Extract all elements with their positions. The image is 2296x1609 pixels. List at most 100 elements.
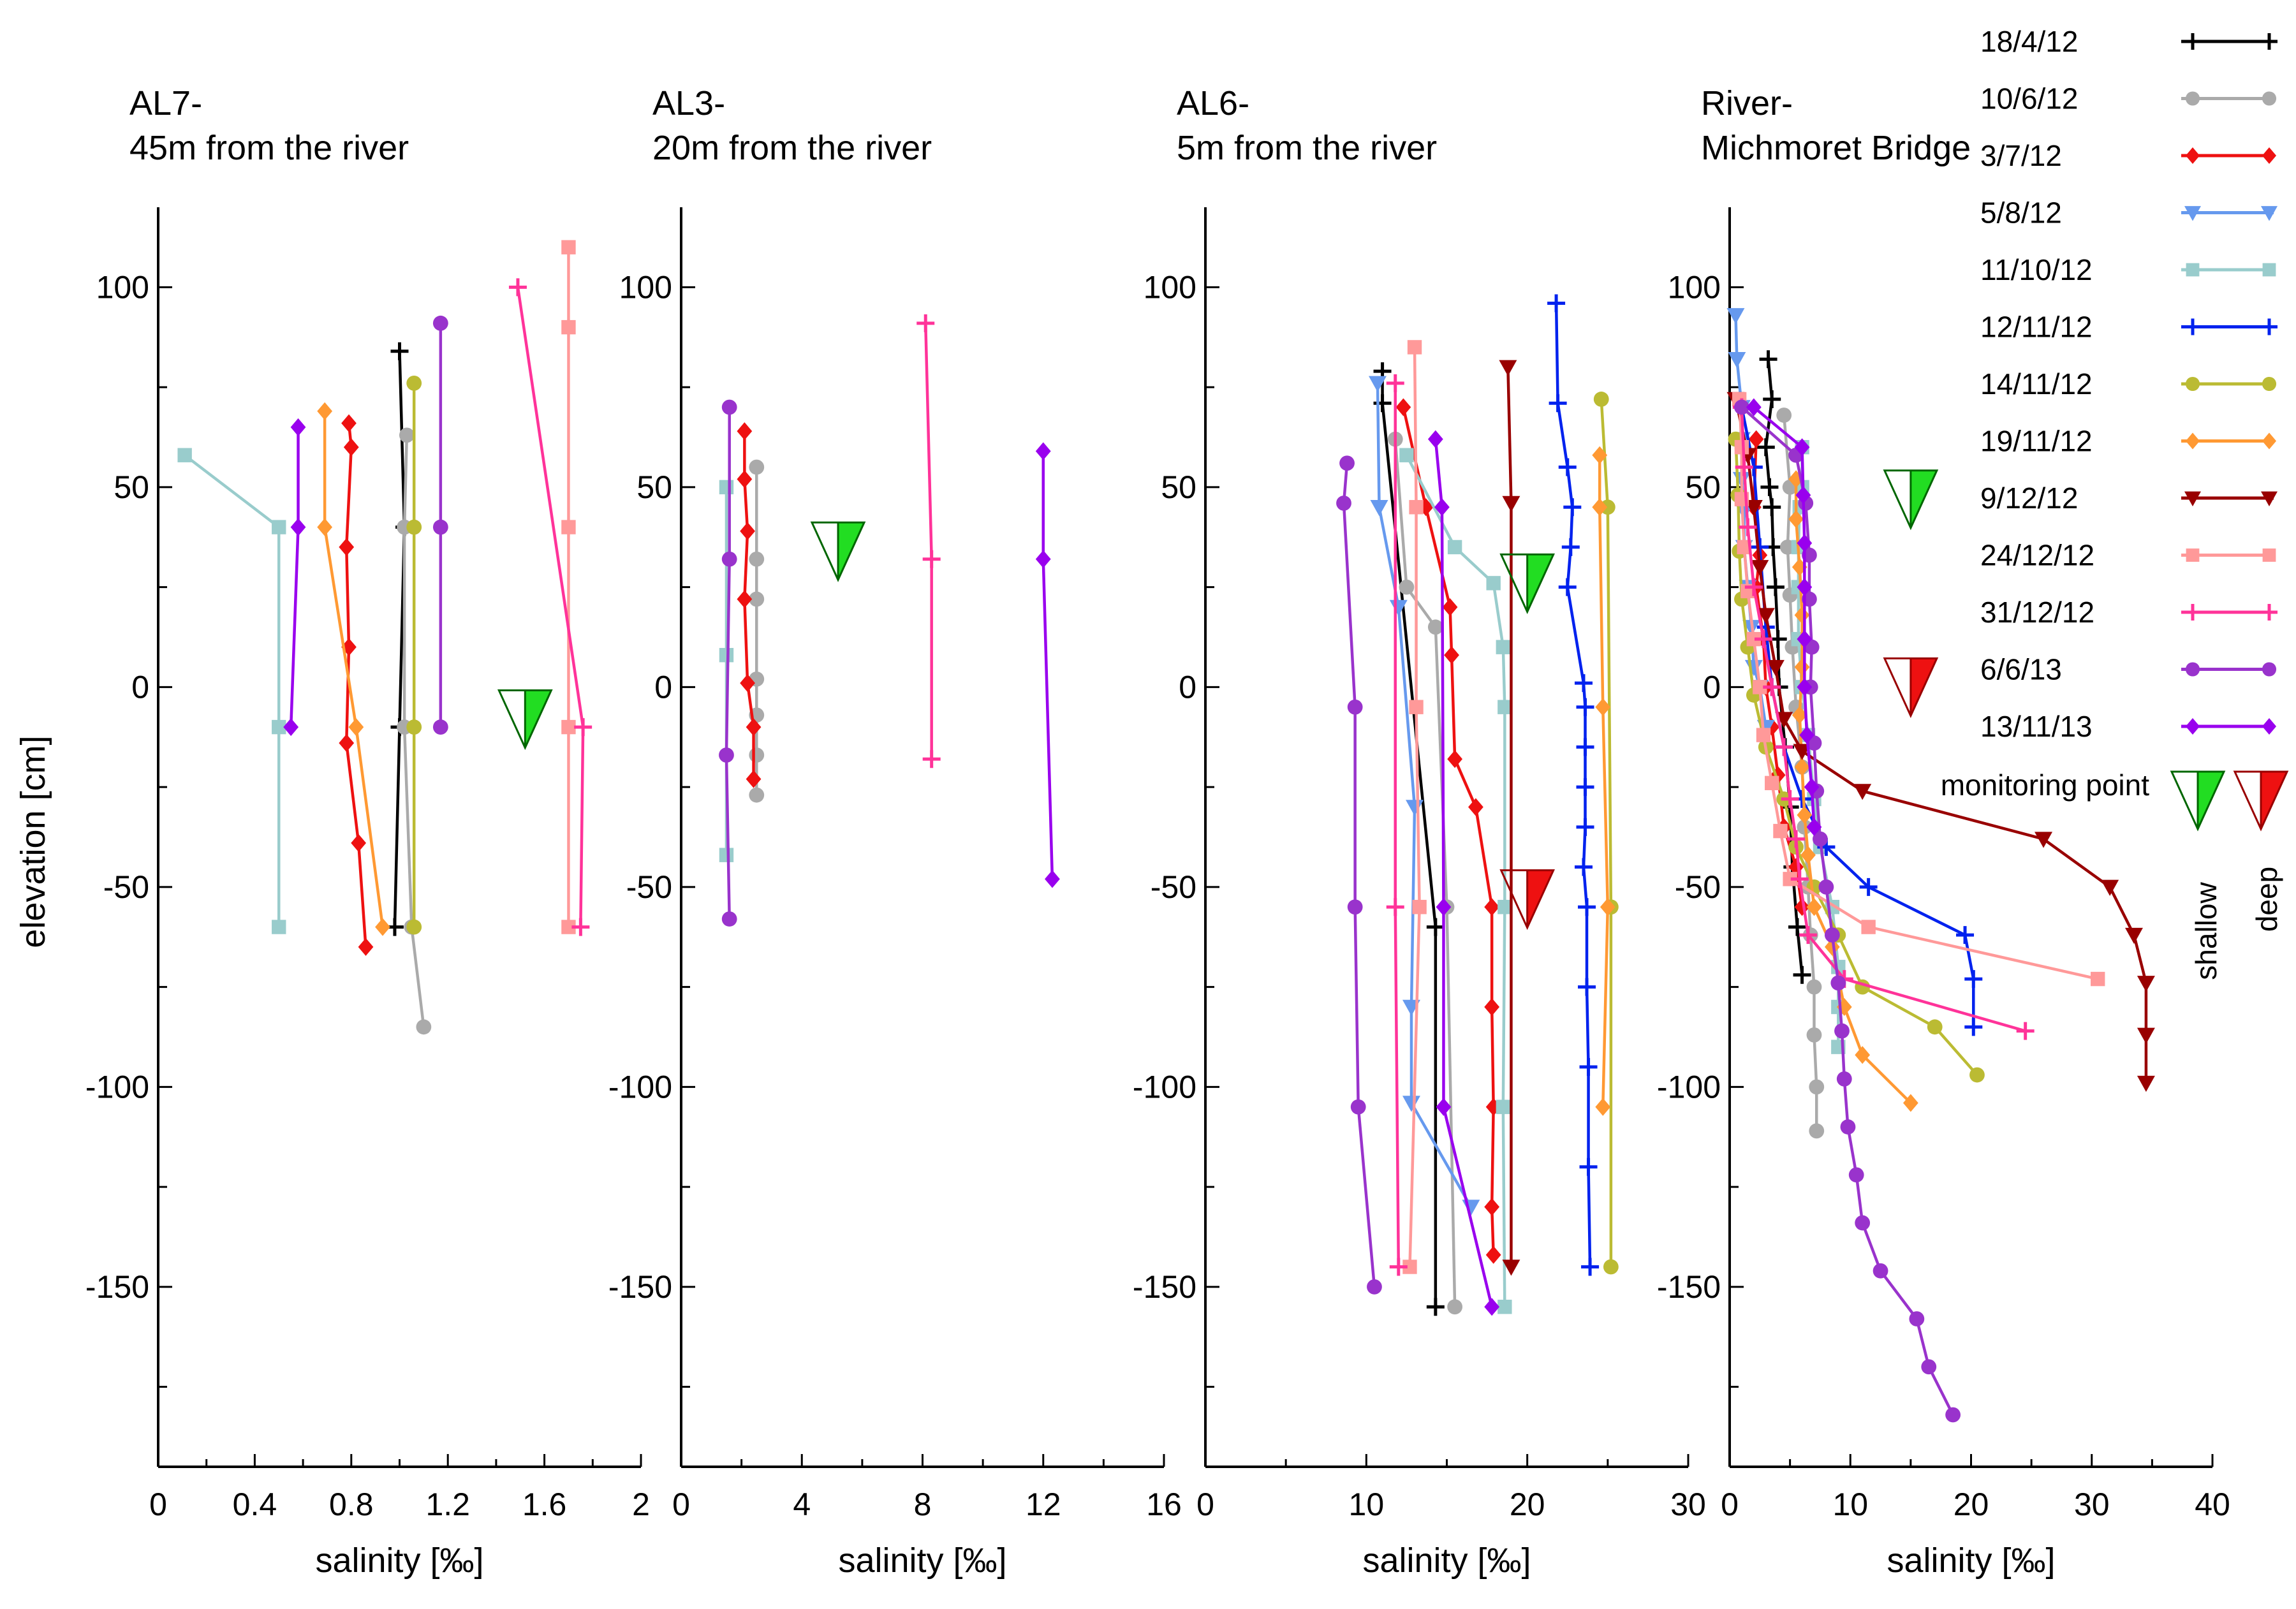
data-point [1806, 898, 1822, 916]
series-11-10-12 [177, 448, 286, 934]
data-point [1496, 640, 1511, 654]
data-point [746, 770, 762, 788]
data-point [1563, 498, 1582, 517]
data-point [571, 918, 590, 936]
data-point [561, 920, 576, 934]
data-point [1427, 430, 1443, 448]
monitoring-shallow-marker-outline [810, 521, 866, 582]
data-point [1792, 558, 1807, 577]
data-point [1775, 738, 1793, 756]
data-point [343, 438, 359, 457]
x-axis-title: salinity [‰] [1887, 1541, 2055, 1580]
data-point [1434, 498, 1450, 517]
data-point [2124, 927, 2143, 944]
data-point [1502, 496, 1520, 512]
data-point [1964, 970, 1983, 988]
data-point [1921, 1359, 1937, 1375]
data-point [1339, 455, 1355, 471]
data-point [399, 427, 415, 443]
legend-marker [2185, 376, 2200, 392]
legend-marker [2261, 604, 2278, 621]
data-point [1399, 448, 1414, 462]
data-point [1734, 439, 1749, 455]
y-tick-label: 50 [1685, 469, 1721, 505]
data-point [1468, 798, 1483, 816]
panel-title-line1: River- [1701, 84, 1793, 122]
monitoring-deep-marker-outline [1499, 869, 1556, 930]
data-point [1793, 966, 1811, 984]
data-point [1726, 308, 1745, 325]
data-point [737, 590, 753, 608]
data-point [1806, 1027, 1822, 1043]
data-point [740, 522, 755, 540]
data-point [317, 518, 333, 536]
data-point [1746, 398, 1762, 416]
data-point [1576, 818, 1594, 836]
data-point [1035, 442, 1051, 460]
series-line [1753, 406, 1816, 827]
series-12-11-12 [1547, 294, 1600, 1276]
data-point [1797, 578, 1813, 596]
data-point [1444, 646, 1459, 665]
data-point [432, 719, 448, 735]
legend-label: 3/7/12 [1980, 139, 2062, 172]
data-point [1370, 500, 1388, 517]
data-point [1775, 712, 1793, 728]
panel-title-line1: AL6- [1177, 84, 1249, 122]
legend-entry: 18/4/12 [1980, 25, 2278, 58]
data-point [1447, 540, 1462, 555]
data-point [1406, 800, 1424, 816]
legend-entry: 31/12/12 [1980, 596, 2278, 629]
data-point [1788, 858, 1804, 876]
data-point [2016, 1022, 2035, 1040]
data-point [1412, 900, 1427, 915]
series-31-12-12 [508, 278, 592, 936]
series-19-11-12 [317, 402, 390, 936]
panel-title-line2: 20m from the river [652, 129, 932, 167]
series-13-11-13 [283, 418, 306, 737]
legend-entry: 3/7/12 [1980, 139, 2277, 172]
x-tick-label: 2 [632, 1487, 650, 1522]
monitoring-shallow-marker-outline [1883, 469, 1939, 531]
data-point [272, 520, 286, 534]
legend-marker [2261, 491, 2278, 506]
panel-title-line2: 5m from the river [1177, 129, 1437, 167]
panel-title-line2: Michmoret Bridge [1701, 129, 1971, 167]
data-point [1765, 775, 1779, 791]
data-point [1442, 598, 1458, 616]
data-point [746, 718, 762, 737]
x-tick-label: 12 [1026, 1487, 1061, 1522]
data-point [1781, 790, 1799, 808]
data-point [1576, 738, 1594, 756]
data-point [1447, 1299, 1463, 1315]
data-point [1766, 578, 1785, 596]
data-point [1945, 1407, 1961, 1423]
series-31-12-12 [1386, 374, 1408, 1276]
data-point [1574, 674, 1593, 693]
y-tick-label: -100 [1657, 1069, 1721, 1105]
data-point [1498, 1300, 1512, 1314]
data-point [2091, 971, 2105, 987]
y-tick-label: -150 [1657, 1269, 1721, 1305]
data-point [351, 834, 367, 852]
data-point [1728, 352, 1746, 369]
data-point [1787, 830, 1806, 848]
data-point [341, 414, 357, 432]
panel-1: 100 50 0 -50 -100 -150 0 0.4 0.8 1.2 1.6 2 salinity … [85, 84, 650, 1580]
series-line [323, 411, 385, 927]
data-point [1576, 778, 1594, 797]
data-point [1498, 700, 1512, 714]
data-point [2101, 879, 2119, 896]
data-point [508, 278, 527, 297]
data-point [1418, 498, 1434, 517]
data-point [1763, 678, 1781, 696]
legend-marker [2184, 604, 2201, 621]
legend-marker [2184, 33, 2201, 50]
monitoring-shallow-marker-outline [1499, 553, 1556, 614]
data-point [1824, 927, 1840, 943]
series-24-12-12 [561, 240, 576, 934]
data-point [375, 918, 390, 936]
legend-label: 11/10/12 [1980, 253, 2093, 286]
legend-marker [2185, 91, 2200, 106]
data-point [290, 518, 306, 536]
